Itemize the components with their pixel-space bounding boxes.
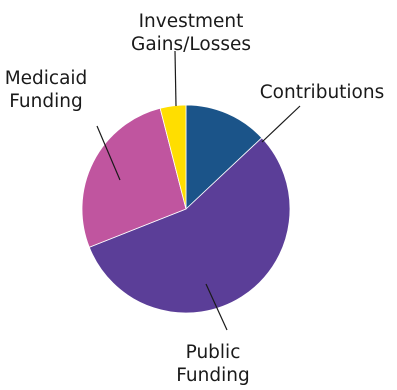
leader-line-medicaid-funding xyxy=(96,125,121,181)
leader-line-contributions xyxy=(261,105,301,143)
label-line: Investment xyxy=(139,11,244,32)
label-public-funding: Public Funding xyxy=(176,342,249,385)
label-line: Funding xyxy=(9,91,82,112)
slice-contributions xyxy=(185,104,263,210)
leader-line-investment-gains-losses xyxy=(174,50,177,107)
label-medicaid-funding: Medicaid Funding xyxy=(5,68,88,112)
leader-line-public-funding xyxy=(205,283,228,331)
leader-lines xyxy=(96,50,301,331)
label-line: Funding xyxy=(176,365,249,385)
label-investment-gains-losses: Investment Gains/Losses xyxy=(131,11,251,55)
slice-investment-gains-losses xyxy=(159,104,187,210)
label-line: Gains/Losses xyxy=(131,34,251,55)
label-line: Contributions xyxy=(260,82,385,103)
slice-medicaid-funding xyxy=(81,107,187,248)
slice-public-funding xyxy=(88,137,291,314)
label-contributions: Contributions xyxy=(260,82,385,103)
pie-slices xyxy=(81,104,291,314)
label-line: Public xyxy=(186,342,241,363)
label-line: Medicaid xyxy=(5,68,88,89)
